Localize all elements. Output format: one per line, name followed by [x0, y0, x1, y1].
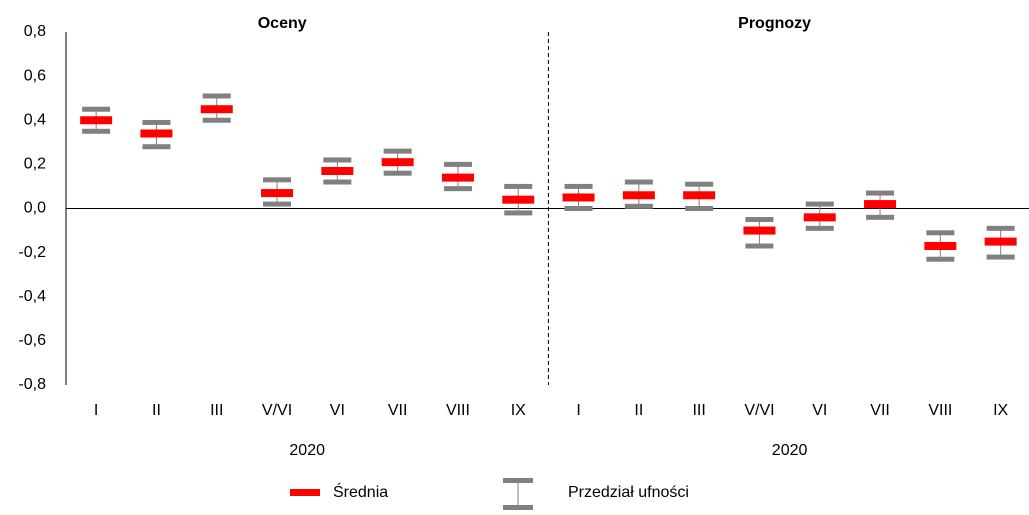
x-tick-label: IX	[993, 402, 1008, 419]
mean-bar	[622, 191, 655, 200]
group-year: 2020	[772, 442, 808, 459]
group-year: 2020	[289, 442, 325, 459]
mean-bar	[381, 158, 414, 167]
lower-cap	[745, 243, 774, 249]
y-tick-label: 0,8	[24, 23, 46, 40]
mean-bar	[924, 242, 957, 251]
upper-cap	[323, 157, 352, 163]
y-tick-label: 0,6	[24, 67, 46, 84]
lower-cap	[564, 206, 593, 211]
y-tick-label: -0,8	[18, 376, 46, 393]
lower-cap	[443, 186, 472, 192]
lower-cap	[82, 128, 111, 134]
mean-bar	[80, 116, 113, 125]
upper-cap	[383, 148, 412, 154]
lower-cap	[926, 256, 955, 262]
lower-cap	[504, 210, 533, 216]
lower-cap	[323, 179, 352, 185]
x-tick-label: III	[692, 402, 705, 419]
upper-cap	[202, 93, 231, 99]
x-tick-label: IX	[511, 402, 526, 419]
mean-bar	[441, 173, 474, 182]
x-tick-label: VII	[388, 402, 408, 419]
x-tick-label: III	[210, 402, 223, 419]
legend-label: Średnia	[333, 482, 388, 501]
x-tick-label: VIII	[928, 402, 952, 419]
x-tick-label: VIII	[446, 402, 470, 419]
upper-cap	[82, 106, 111, 112]
mean-bar	[803, 213, 836, 222]
upper-cap	[142, 119, 171, 125]
mean-bar	[864, 200, 897, 209]
mean-bar	[502, 195, 535, 204]
mean-bar	[683, 191, 716, 200]
lower-cap	[142, 144, 171, 150]
lower-cap	[986, 254, 1015, 260]
upper-cap	[564, 183, 593, 189]
mean-bar	[984, 237, 1017, 246]
upper-cap	[805, 201, 834, 207]
x-tick-label: V/VI	[262, 402, 292, 419]
x-tick-label: II	[152, 402, 161, 419]
lower-cap	[685, 206, 714, 211]
x-tick-label: I	[94, 402, 98, 419]
upper-cap	[263, 177, 292, 183]
y-tick-label: -0,2	[18, 244, 46, 261]
y-tick-label: 0,2	[24, 156, 46, 173]
y-tick-label: -0,6	[18, 332, 46, 349]
upper-cap	[685, 181, 714, 187]
y-tick-label: 0,0	[24, 200, 46, 217]
legend-mean-swatch	[290, 489, 320, 496]
mean-bar	[562, 193, 595, 202]
lower-cap	[383, 170, 412, 176]
x-tick-label: VII	[870, 402, 890, 419]
mean-bar	[321, 166, 354, 175]
lower-cap	[202, 117, 231, 123]
upper-cap	[504, 183, 533, 189]
lower-cap	[263, 201, 292, 207]
x-tick-label: II	[634, 402, 643, 419]
x-tick-label: VI	[812, 402, 827, 419]
x-tick-label: V/VI	[744, 402, 774, 419]
upper-cap	[443, 161, 472, 167]
mean-bar	[200, 105, 233, 114]
x-tick-label: VI	[330, 402, 345, 419]
y-tick-label: -0,4	[18, 288, 46, 305]
mean-bar	[743, 226, 776, 235]
lower-cap	[805, 225, 834, 231]
legend-label: Przedział ufności	[568, 484, 689, 501]
upper-cap	[986, 225, 1015, 231]
y-tick-label: 0,4	[24, 111, 46, 128]
group-title: Oceny	[258, 15, 307, 32]
upper-cap	[866, 190, 895, 196]
upper-cap	[926, 230, 955, 236]
upper-cap	[745, 217, 774, 223]
lower-cap	[866, 214, 895, 220]
lower-cap	[624, 203, 653, 209]
group-title: Prognozy	[738, 15, 811, 32]
x-tick-label: I	[576, 402, 580, 419]
mean-bar	[261, 189, 294, 198]
upper-cap	[624, 179, 653, 185]
mean-bar	[140, 129, 173, 138]
